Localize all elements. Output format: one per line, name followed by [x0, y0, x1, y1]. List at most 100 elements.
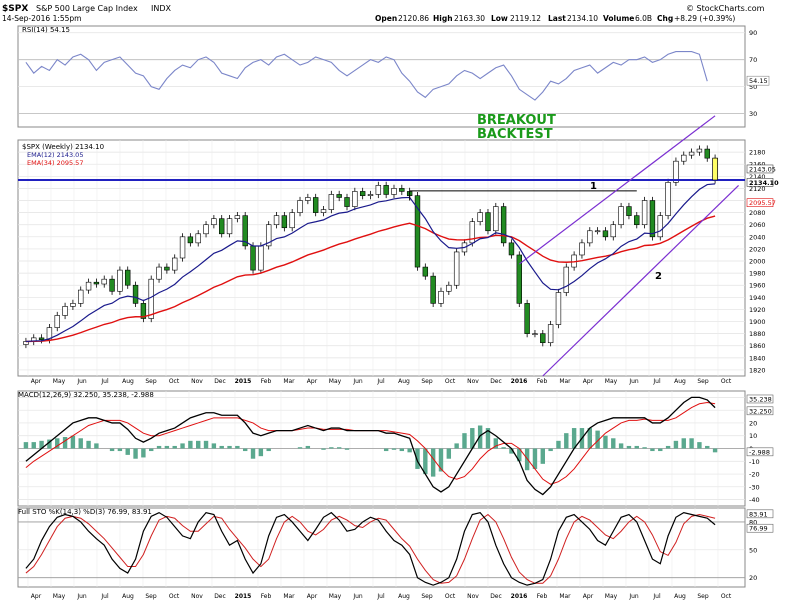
x-tick-label: 2015: [235, 378, 252, 385]
macd-value-box: [746, 406, 774, 416]
candle-body: [634, 215, 640, 226]
macd-hist-bar: [626, 445, 632, 449]
candle-body: [391, 188, 397, 195]
macd-hist-bar: [564, 433, 569, 449]
macd-hist-bar: [39, 440, 44, 449]
macd-hist-bar: [454, 443, 459, 449]
macd-hist-bar: [266, 448, 271, 452]
candle-body: [219, 218, 225, 235]
volume-label: Volume: [603, 14, 634, 23]
candle-body: [688, 151, 695, 156]
sto-title: Full STO %K(14,3) %D(3) 76.99, 83.91: [18, 508, 152, 516]
x-tick-label: Apr: [31, 593, 42, 600]
candle-body: [38, 337, 45, 340]
macd-hist-bar: [501, 447, 506, 449]
macd-hist-bar: [133, 448, 138, 459]
price-value-box: [746, 178, 774, 187]
macd-hist-bar: [78, 438, 83, 449]
candle-body: [367, 194, 374, 196]
candle-body: [132, 284, 139, 304]
candle-body: [610, 224, 616, 238]
price-tick-label: 2080: [749, 209, 766, 217]
macd-hist-bar: [164, 445, 170, 449]
candle-body: [594, 230, 601, 233]
candle-body: [532, 333, 538, 335]
volume-value: 6.0B: [635, 14, 652, 23]
macd-hist-bar: [493, 438, 499, 449]
candle-body: [587, 230, 593, 244]
macd-hist-bar: [595, 430, 600, 449]
macd-hist-bar: [430, 448, 436, 477]
macd-hist-bar: [203, 440, 209, 449]
macd-hist-bar: [517, 448, 522, 462]
rsi-tick-label: 30: [749, 110, 757, 118]
candle-body: [641, 200, 648, 226]
price-value-box: [746, 164, 774, 174]
macd-hist-bar: [235, 445, 240, 449]
x-tick-label: Mar: [283, 378, 295, 385]
x-tick-label: Apr: [307, 378, 318, 385]
price-tick-label: 1880: [749, 330, 766, 338]
macd-hist-bar: [681, 438, 686, 449]
x-tick-label: Jun: [628, 378, 639, 385]
sto-tick-label: 50: [749, 546, 757, 554]
candle-body: [250, 245, 256, 271]
x-tick-label: Dec: [214, 378, 226, 385]
candle-body: [46, 327, 53, 340]
high-label: High: [433, 14, 453, 23]
candle-body: [344, 197, 350, 207]
candle-body: [516, 254, 522, 304]
x-tick-label: Jul: [376, 378, 385, 385]
macd-hist-bar: [149, 448, 154, 452]
macd-hist-bar: [321, 448, 326, 450]
macd-hist-bar: [665, 445, 671, 449]
macd-value-box: [746, 394, 774, 404]
candle-body: [101, 278, 107, 285]
macd-hist-bar: [47, 439, 52, 449]
x-tick-label: Jun: [628, 593, 639, 600]
macd-tick-label: -20: [749, 471, 760, 479]
candle-body: [305, 197, 311, 201]
macd-tick-label: 20: [749, 419, 757, 427]
x-tick-label: Feb: [537, 378, 548, 385]
x-tick-label: Sep: [145, 378, 157, 385]
candle-body: [352, 191, 358, 207]
x-tick-label: Sep: [421, 593, 433, 600]
chg-label: Chg: [657, 14, 673, 23]
price-title: $SPX (Weekly) 2134.10: [22, 143, 104, 151]
candle-body: [117, 269, 123, 292]
candle-body: [555, 292, 562, 325]
candle-body: [320, 209, 327, 213]
macd-title: MACD(12,26,9) 32.250, 35.238, -2.988: [18, 391, 154, 399]
rsi-tick-label: 90: [749, 29, 757, 37]
macd-hist-bar: [611, 438, 616, 449]
price-tick-label: 1920: [749, 306, 766, 314]
candle-body: [453, 251, 460, 286]
candle-body: [508, 242, 515, 256]
x-tick-label: Jun: [352, 378, 363, 385]
macd-hist-bar: [117, 448, 123, 452]
candle-body: [540, 333, 546, 344]
label-2: 2: [655, 271, 662, 282]
macd-hist-bar: [423, 448, 428, 475]
macd-hist-bar: [172, 445, 177, 449]
macd-hist-bar: [125, 448, 130, 455]
candle-body: [148, 278, 154, 319]
x-tick-label: Jul: [652, 378, 661, 385]
sto-tick-label: 20: [749, 574, 757, 582]
header-date: 14-Sep-2016 1:55pm: [2, 14, 81, 23]
candle-body: [422, 266, 429, 277]
x-tick-label: Mar: [283, 593, 295, 600]
macd-hist-bar: [62, 437, 68, 449]
high-value: 2163.30: [454, 14, 485, 23]
candle-body: [375, 185, 382, 195]
macd-hist-bar: [258, 448, 264, 457]
candle-body: [226, 218, 233, 235]
candle-body: [602, 230, 609, 238]
header-brand: © StockCharts.com: [686, 4, 765, 13]
macd-hist-bar: [250, 448, 256, 459]
price-tick-label: 2040: [749, 233, 766, 241]
macd-hist-bar: [211, 443, 217, 449]
x-tick-label: Mar: [559, 593, 571, 600]
